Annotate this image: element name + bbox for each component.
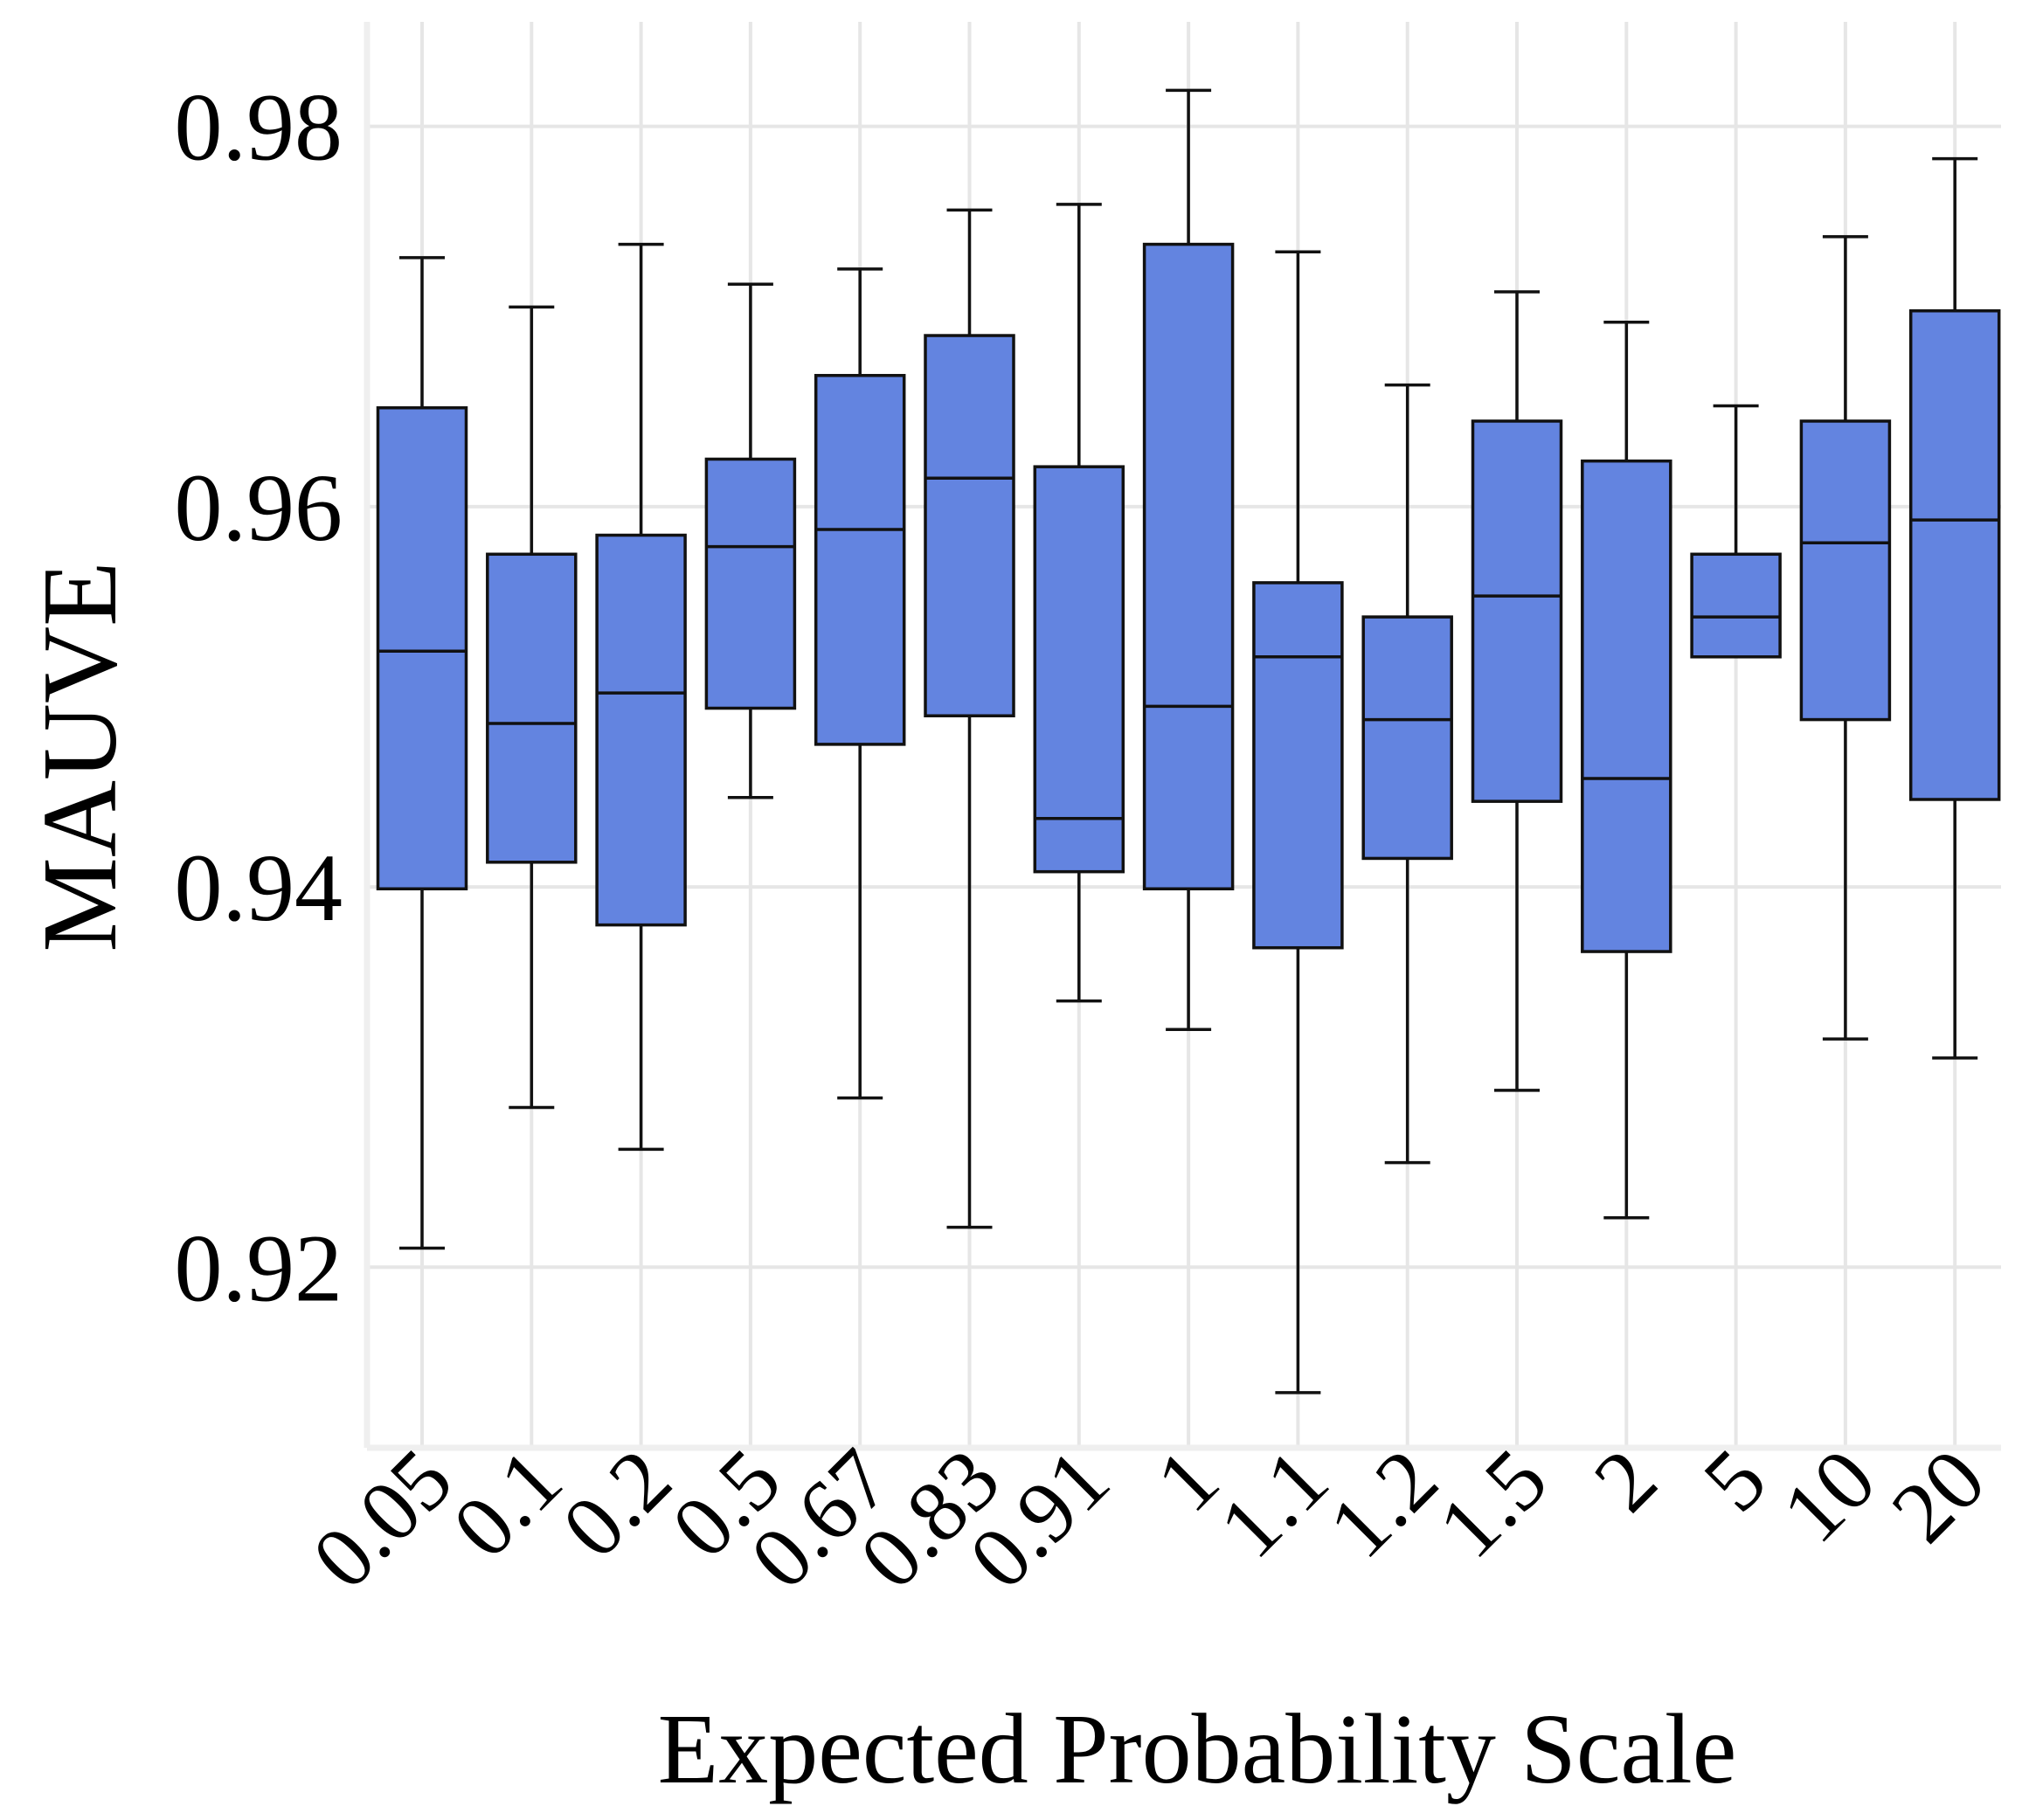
box-iqr — [924, 334, 1015, 717]
box-0.67 — [814, 267, 906, 1100]
box-0.5 — [704, 282, 797, 799]
axes-frame — [364, 22, 2001, 1451]
box-iqr — [814, 373, 906, 746]
box-0.2 — [595, 242, 687, 1152]
box-1.1 — [1252, 250, 1344, 1394]
box-0.83 — [924, 208, 1015, 1229]
box-iqr — [486, 552, 578, 864]
y-axis-label: MAUVE — [21, 561, 139, 952]
box-0.05 — [376, 256, 468, 1250]
box-iqr — [376, 405, 468, 891]
box-iqr — [1581, 459, 1672, 953]
box-1 — [1142, 88, 1235, 1032]
box-iqr — [1690, 552, 1782, 659]
box-10 — [1799, 235, 1892, 1041]
y-tick-label: 0.92 — [175, 1214, 343, 1321]
box-0.1 — [486, 305, 578, 1110]
box-1.2 — [1361, 383, 1453, 1165]
box-iqr — [1799, 419, 1892, 722]
y-tick-label: 0.96 — [175, 454, 343, 561]
box-iqr — [1252, 581, 1344, 950]
box-iqr — [1033, 465, 1125, 874]
y-tick-label: 0.94 — [175, 834, 343, 941]
box-iqr — [1908, 309, 2001, 801]
box-iqr — [595, 533, 687, 927]
box-5 — [1690, 404, 1782, 659]
box-0.91 — [1033, 203, 1125, 1003]
box-2 — [1581, 321, 1672, 1220]
box-iqr — [1142, 242, 1235, 891]
box-iqr — [1361, 615, 1453, 861]
box-iqr — [1471, 419, 1563, 803]
y-tick-label: 0.98 — [175, 74, 343, 181]
box-1.5 — [1471, 290, 1563, 1092]
x-axis-label: Expected Probability Scale — [658, 1693, 1737, 1804]
box-20 — [1908, 156, 2001, 1060]
box-iqr — [704, 457, 797, 710]
boxes — [376, 88, 2001, 1394]
